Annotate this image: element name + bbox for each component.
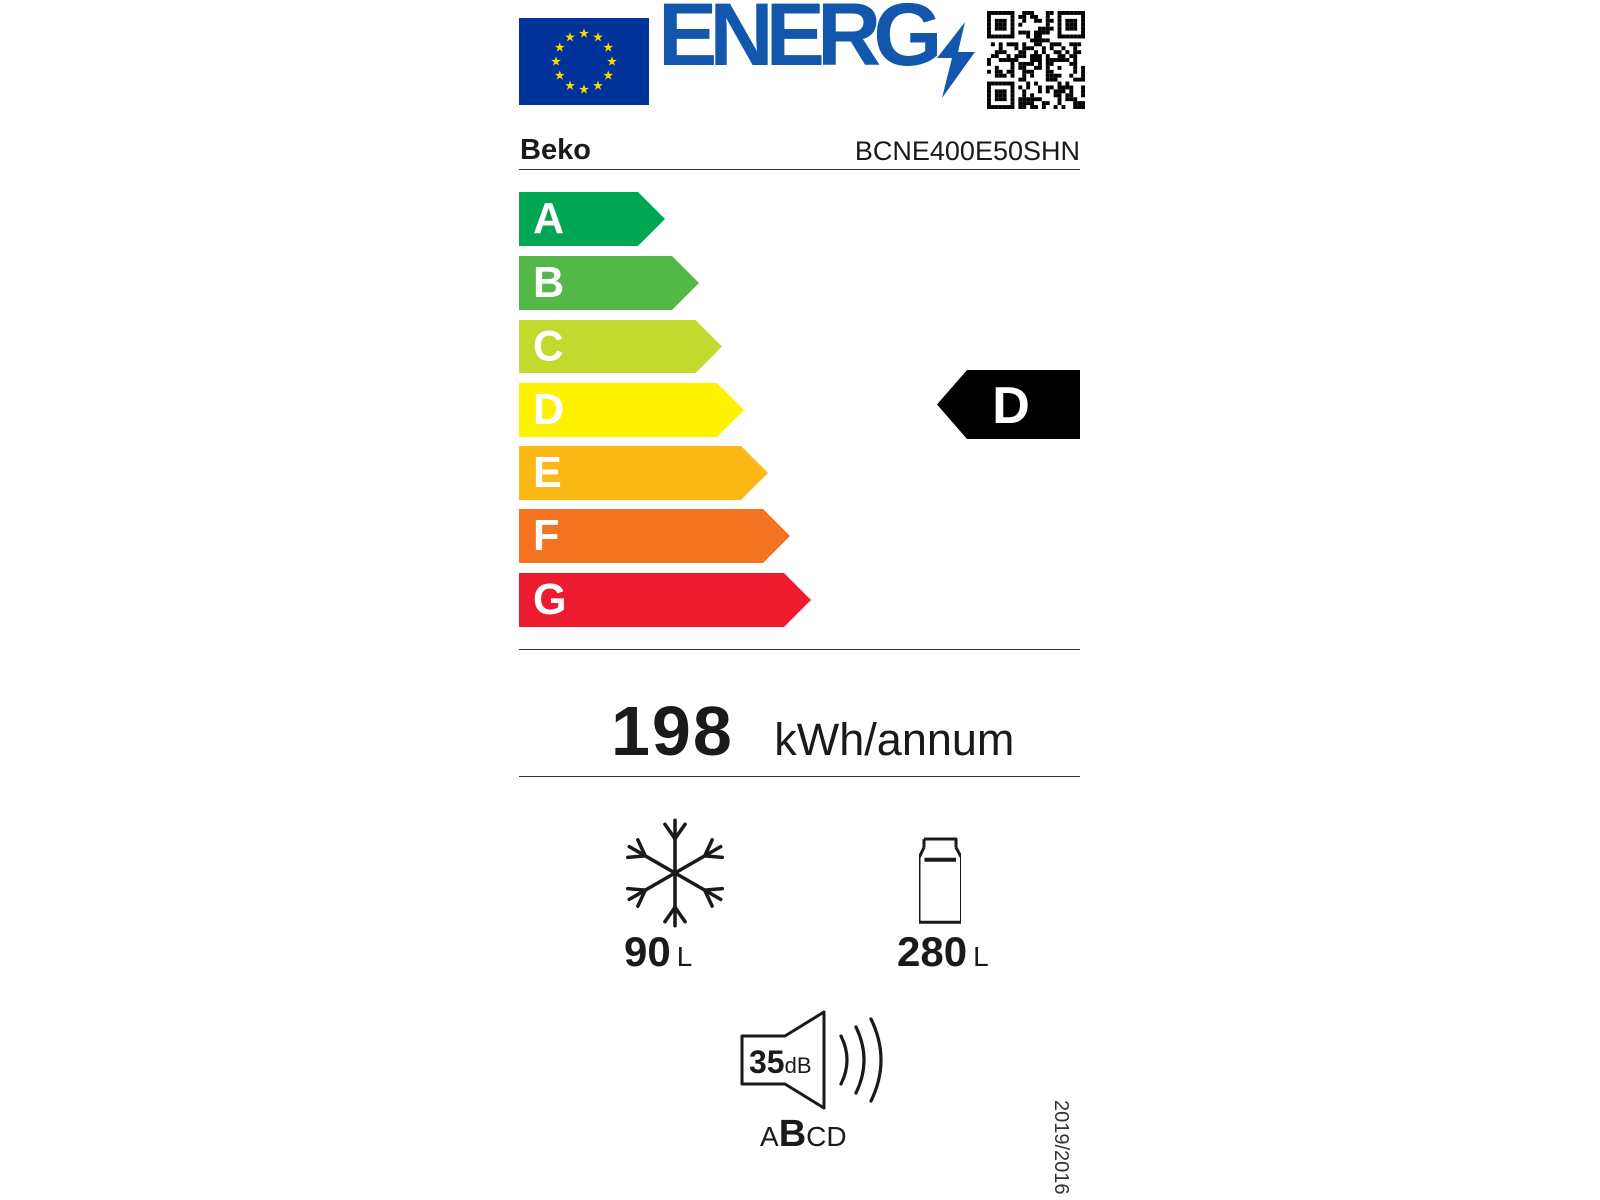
svg-text:E: E	[533, 449, 562, 497]
svg-text:A: A	[533, 195, 564, 243]
svg-text:G: G	[533, 576, 567, 624]
svg-text:35dB: 35dB	[749, 1044, 812, 1080]
svg-text:F: F	[533, 512, 559, 560]
svg-text:C: C	[533, 322, 564, 369]
svg-text:D: D	[533, 386, 564, 434]
svg-text:D: D	[992, 377, 1030, 435]
svg-text:B: B	[533, 259, 564, 307]
